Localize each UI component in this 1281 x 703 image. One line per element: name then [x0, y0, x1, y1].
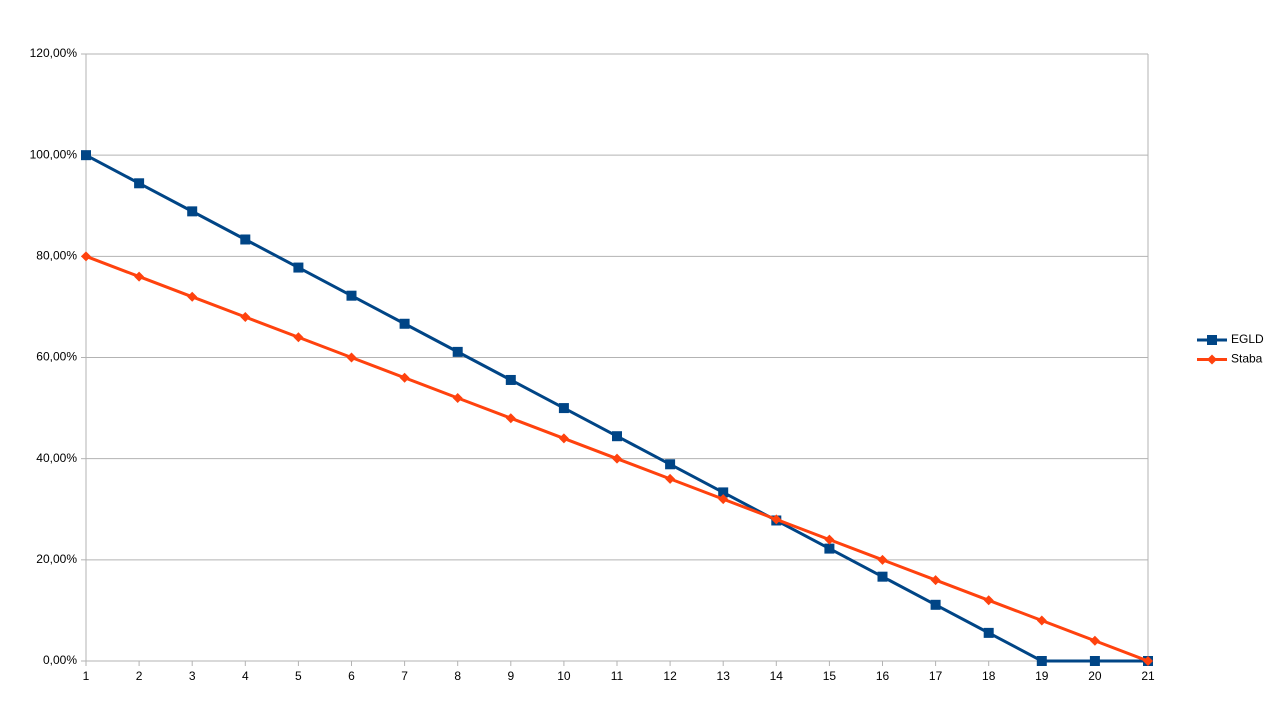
point: [718, 487, 729, 498]
point: [1089, 635, 1100, 646]
x-tick-label: 20: [1088, 669, 1102, 683]
x-tick-label: 16: [876, 669, 890, 683]
point: [81, 251, 91, 262]
point: [718, 494, 729, 505]
point: [452, 392, 463, 403]
point: [558, 403, 569, 414]
y-tick-label: 100,00%: [30, 147, 78, 161]
point: [399, 318, 410, 329]
point: [558, 433, 569, 444]
point: [877, 571, 888, 582]
point: [187, 291, 198, 302]
legend-label: Staba: [1231, 352, 1263, 366]
x-tick-label: 18: [982, 669, 996, 683]
x-tick-label: 9: [507, 669, 514, 683]
point: [930, 575, 941, 586]
point: [187, 206, 198, 217]
point: [612, 453, 622, 464]
legend-marker: [1207, 335, 1217, 345]
point: [293, 262, 304, 273]
x-tick-label: 14: [770, 669, 784, 683]
point: [930, 599, 941, 610]
point: [1036, 656, 1047, 666]
y-tick-label: 80,00%: [36, 249, 77, 263]
x-tick-label: 4: [242, 669, 249, 683]
point: [452, 346, 463, 357]
y-tick-label: 0,00%: [43, 653, 77, 667]
point: [399, 372, 410, 383]
point: [240, 312, 251, 323]
point: [1089, 656, 1100, 666]
x-tick-label: 13: [717, 669, 731, 683]
point: [505, 413, 516, 424]
x-tick-label: 2: [136, 669, 143, 683]
x-tick-label: 19: [1035, 669, 1049, 683]
y-tick-label: 120,00%: [30, 46, 78, 60]
x-tick-label: 6: [348, 669, 355, 683]
x-tick-label: 21: [1141, 669, 1155, 683]
point: [771, 514, 782, 525]
point: [81, 150, 91, 161]
point: [665, 473, 676, 484]
point: [612, 431, 622, 442]
x-tick-label: 17: [929, 669, 943, 683]
y-tick-label: 40,00%: [36, 451, 77, 465]
point: [1143, 656, 1153, 666]
x-tick-label: 3: [189, 669, 196, 683]
legend-label: EGLD: [1231, 332, 1264, 346]
x-tick-label: 7: [401, 669, 408, 683]
point: [240, 234, 251, 245]
x-tick-label: 12: [663, 669, 677, 683]
x-tick-label: 1: [83, 669, 90, 683]
point: [134, 178, 145, 189]
point: [824, 534, 835, 545]
point: [983, 595, 994, 606]
x-tick-label: 5: [295, 669, 302, 683]
x-tick-label: 11: [611, 669, 624, 683]
point: [877, 554, 888, 565]
point: [983, 627, 994, 638]
y-tick-label: 20,00%: [36, 552, 77, 566]
point: [134, 271, 145, 282]
x-tick-label: 10: [557, 669, 571, 683]
series-line: [85, 153, 1148, 663]
legend-marker: [1207, 354, 1217, 365]
point: [505, 374, 516, 385]
x-tick-label: 8: [454, 669, 461, 683]
point: [824, 543, 835, 554]
point: [665, 459, 676, 470]
point: [346, 352, 357, 363]
point: [293, 332, 304, 343]
point: [1036, 615, 1047, 626]
x-tick-label: 15: [823, 669, 837, 683]
y-tick-label: 60,00%: [36, 350, 77, 364]
point: [346, 290, 357, 301]
